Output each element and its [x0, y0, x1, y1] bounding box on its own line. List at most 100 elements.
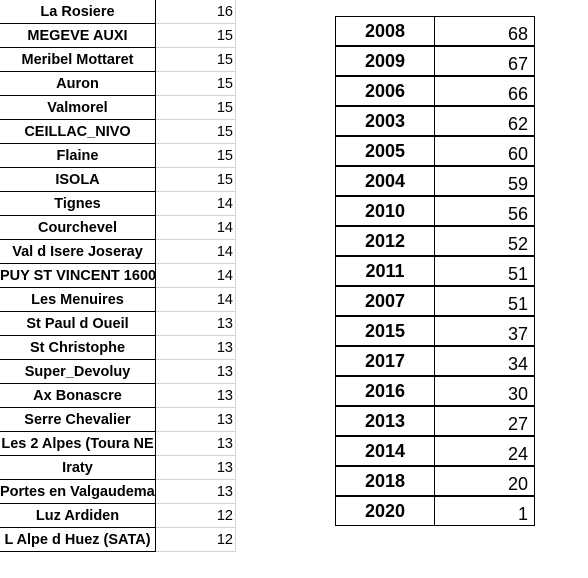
year-cell[interactable]: 2012 [335, 226, 435, 256]
station-name-cell[interactable]: Courchevel [0, 216, 156, 240]
station-row: St Christophe 13 [0, 336, 236, 360]
station-value-cell[interactable]: 14 [216, 292, 233, 308]
station-row: Serre Chevalier 13 [0, 408, 236, 432]
year-row: 2015 37 [335, 316, 535, 346]
station-table: La Rosiere 16 MEGEVE AUXI 15 Meribel Mottare… [0, 0, 236, 552]
year-cell[interactable]: 2017 [335, 346, 435, 376]
year-value-cell[interactable]: 68 [434, 16, 535, 46]
station-name-cell[interactable]: St Paul d Oueil [0, 312, 156, 336]
station-row: La Rosiere 16 [0, 0, 236, 24]
station-name-cell[interactable]: Serre Chevalier [0, 408, 156, 432]
year-cell[interactable]: 2020 [335, 496, 435, 526]
station-value-cell[interactable]: 14 [216, 244, 233, 260]
station-name-cell[interactable]: MEGEVE AUXI [0, 24, 156, 48]
station-name-cell[interactable]: ISOLA [0, 168, 156, 192]
year-value-cell[interactable]: 52 [434, 226, 535, 256]
year-cell[interactable]: 2009 [335, 46, 435, 76]
station-value-cell[interactable]: 12 [216, 508, 233, 524]
station-name-cell[interactable]: Iraty [0, 456, 156, 480]
year-value-cell[interactable]: 67 [434, 46, 535, 76]
station-value-cell[interactable]: 13 [216, 340, 233, 356]
station-row: Flaine 15 [0, 144, 236, 168]
year-cell[interactable]: 2016 [335, 376, 435, 406]
station-row: Iraty 13 [0, 456, 236, 480]
year-value-cell[interactable]: 51 [434, 286, 535, 316]
station-value-cell[interactable]: 13 [216, 316, 233, 332]
year-row: 2018 20 [335, 466, 535, 496]
station-name-cell[interactable]: Valmorel [0, 96, 156, 120]
year-cell[interactable]: 2004 [335, 166, 435, 196]
year-value-cell[interactable]: 20 [434, 466, 535, 496]
station-value-cell[interactable]: 13 [216, 364, 233, 380]
station-row: L Alpe d Huez (SATA) 12 [0, 528, 236, 552]
station-value-cell[interactable]: 15 [216, 28, 233, 44]
year-value-cell[interactable]: 66 [434, 76, 535, 106]
station-row: MEGEVE AUXI 15 [0, 24, 236, 48]
year-cell[interactable]: 2007 [335, 286, 435, 316]
year-value-cell[interactable]: 59 [434, 166, 535, 196]
year-value-cell[interactable]: 27 [434, 406, 535, 436]
year-cell[interactable]: 2006 [335, 76, 435, 106]
station-value-cell[interactable]: 14 [216, 220, 233, 236]
year-cell[interactable]: 2011 [335, 256, 435, 286]
station-name-cell[interactable]: Les Menuires [0, 288, 156, 312]
station-row: Courchevel 14 [0, 216, 236, 240]
station-value-cell[interactable]: 14 [216, 268, 233, 284]
year-cell[interactable]: 2008 [335, 16, 435, 46]
year-row: 2003 62 [335, 106, 535, 136]
station-value-cell[interactable]: 15 [216, 76, 233, 92]
station-value-cell[interactable]: 13 [216, 460, 233, 476]
year-row: 2006 66 [335, 76, 535, 106]
station-name-cell[interactable]: L Alpe d Huez (SATA) [0, 528, 156, 552]
year-value-cell[interactable]: 30 [434, 376, 535, 406]
year-cell[interactable]: 2018 [335, 466, 435, 496]
station-name-cell[interactable]: Super_Devoluy [0, 360, 156, 384]
station-value-cell[interactable]: 13 [216, 388, 233, 404]
station-row: CEILLAC_NIVO 15 [0, 120, 236, 144]
year-value-cell[interactable]: 62 [434, 106, 535, 136]
station-value-cell[interactable]: 15 [216, 124, 233, 140]
year-value-cell[interactable]: 37 [434, 316, 535, 346]
station-name-cell[interactable]: Val d Isere Joseray [0, 240, 156, 264]
station-value-cell[interactable]: 13 [216, 484, 233, 500]
year-cell[interactable]: 2005 [335, 136, 435, 166]
year-value-cell[interactable]: 51 [434, 256, 535, 286]
station-row: Tignes 14 [0, 192, 236, 216]
year-value-cell[interactable]: 24 [434, 436, 535, 466]
station-name-cell[interactable]: CEILLAC_NIVO [0, 120, 156, 144]
year-cell[interactable]: 2015 [335, 316, 435, 346]
station-value-cell[interactable]: 15 [216, 52, 233, 68]
station-value-cell[interactable]: 13 [216, 412, 233, 428]
station-row: PUY ST VINCENT 1600 14 [0, 264, 236, 288]
station-value-cell[interactable]: 15 [216, 100, 233, 116]
station-row: Auron 15 [0, 72, 236, 96]
station-name-cell[interactable]: Les 2 Alpes (Toura NE [0, 432, 156, 456]
station-value-cell[interactable]: 12 [216, 532, 233, 548]
station-value-cell[interactable]: 15 [216, 172, 233, 188]
year-row: 2007 51 [335, 286, 535, 316]
year-cell[interactable]: 2010 [335, 196, 435, 226]
station-value-cell[interactable]: 16 [216, 4, 233, 20]
year-cell[interactable]: 2013 [335, 406, 435, 436]
station-name-cell[interactable]: PUY ST VINCENT 1600 [0, 264, 156, 288]
station-name-cell[interactable]: Auron [0, 72, 156, 96]
year-cell[interactable]: 2014 [335, 436, 435, 466]
station-name-cell[interactable]: Portes en Valgaudemar [0, 480, 156, 504]
station-name-cell[interactable]: Ax Bonascre [0, 384, 156, 408]
year-cell[interactable]: 2003 [335, 106, 435, 136]
station-name-cell[interactable]: Meribel Mottaret [0, 48, 156, 72]
station-name-cell[interactable]: Luz Ardiden [0, 504, 156, 528]
year-value-cell[interactable]: 60 [434, 136, 535, 166]
year-value-cell[interactable]: 56 [434, 196, 535, 226]
year-row: 2011 51 [335, 256, 535, 286]
station-name-cell[interactable]: Flaine [0, 144, 156, 168]
station-value-cell[interactable]: 14 [216, 196, 233, 212]
year-value-cell[interactable]: 1 [434, 496, 535, 526]
year-value-cell[interactable]: 34 [434, 346, 535, 376]
year-row: 2012 52 [335, 226, 535, 256]
station-name-cell[interactable]: St Christophe [0, 336, 156, 360]
station-name-cell[interactable]: Tignes [0, 192, 156, 216]
station-value-cell[interactable]: 15 [216, 148, 233, 164]
station-name-cell[interactable]: La Rosiere [0, 0, 156, 24]
station-value-cell[interactable]: 13 [216, 436, 233, 452]
